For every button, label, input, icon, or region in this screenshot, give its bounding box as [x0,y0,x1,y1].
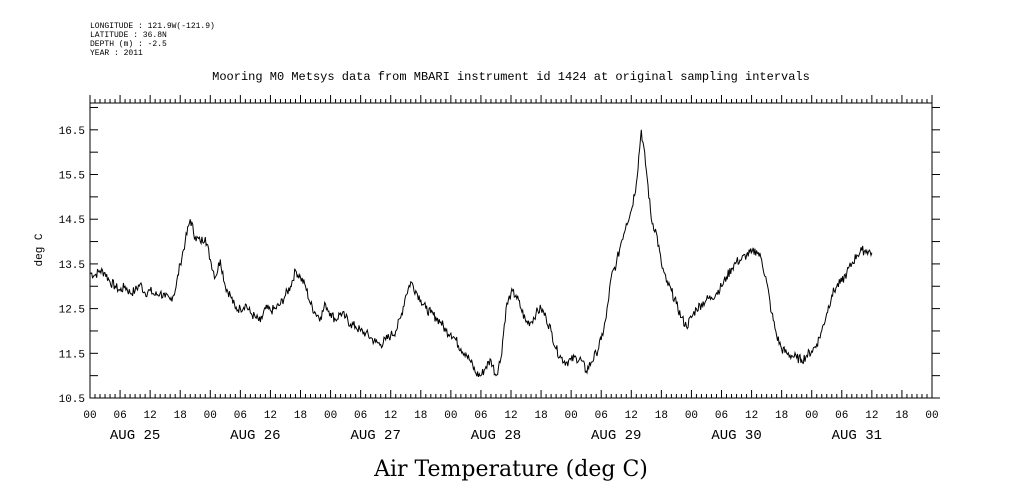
x-tick-label: 06 [595,410,608,422]
day-label: AUG 26 [230,428,280,444]
latitude-label: LATITUDE : 36.8N [90,31,167,40]
x-tick-label: 18 [534,410,547,422]
chart-caption: Air Temperature (deg C) [373,457,648,482]
y-tick-label: 12.5 [59,305,85,317]
x-tick-label: 06 [715,410,728,422]
x-tick-label: 18 [895,410,908,422]
day-label: AUG 28 [471,428,521,444]
y-tick-label: 15.5 [59,171,85,183]
axis-ticks [89,95,940,399]
y-tick-label: 16.5 [59,126,85,138]
x-tick-label: 12 [144,410,157,422]
plot-frame [89,102,933,399]
x-tick-label: 00 [204,410,217,422]
x-tick-label: 18 [655,410,668,422]
y-tick-label: 10.5 [59,394,85,406]
day-labels: AUG 25 AUG 26 AUG 27 AUG 28 AUG 29 AUG 30 AUG … [110,428,882,444]
y-tick-label: 14.5 [59,215,85,227]
x-tick-label: 00 [925,410,938,422]
x-tick-label: 06 [113,410,126,422]
y-tick-labels: 10.5 11.5 12.5 13.5 14.5 15.5 16.5 [59,126,85,406]
x-tick-label: 00 [565,410,578,422]
x-tick-label: 00 [685,410,698,422]
x-tick-label: 00 [83,410,96,422]
day-label: AUG 25 [110,428,160,444]
x-tick-label: 12 [504,410,517,422]
x-tick-label: 18 [414,410,427,422]
x-tick-label: 12 [865,410,878,422]
air-temperature-line [89,129,873,378]
x-tick-label: 06 [354,410,367,422]
x-tick-label: 18 [174,410,187,422]
day-label: AUG 27 [350,428,400,444]
x-tick-label: 18 [294,410,307,422]
day-label: AUG 29 [591,428,641,444]
x-tick-labels: 00 06 12 18 00 06 12 18 00 06 12 18 00 06 12 18 00 06 12 18… [83,410,938,422]
station-metadata: LONGITUDE : 121.9W(-121.9) LATITUDE : 36… [90,22,215,58]
x-tick-label: 06 [474,410,487,422]
x-tick-label: 12 [384,410,397,422]
day-label: AUG 31 [832,428,882,444]
day-label: AUG 30 [711,428,761,444]
longitude-label: LONGITUDE : 121.9W(-121.9) [90,22,215,31]
x-tick-label: 06 [835,410,848,422]
x-tick-label: 00 [805,410,818,422]
depth-label: DEPTH (m) : -2.5 [90,40,167,49]
x-tick-label: 12 [625,410,638,422]
y-tick-label: 11.5 [59,349,85,361]
year-label: YEAR : 2011 [90,49,143,58]
y-axis-label: deg C [34,233,46,266]
x-tick-label: 00 [444,410,457,422]
x-tick-label: 12 [745,410,758,422]
x-tick-label: 12 [264,410,277,422]
x-tick-label: 00 [324,410,337,422]
chart-title: Mooring M0 Metsys data from MBARI instru… [212,70,810,84]
x-tick-label: 18 [775,410,788,422]
x-tick-label: 06 [234,410,247,422]
y-tick-label: 13.5 [59,260,85,272]
